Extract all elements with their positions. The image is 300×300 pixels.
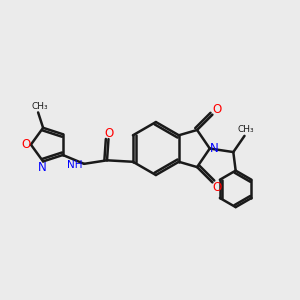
Text: NH: NH [67, 160, 83, 170]
Text: O: O [212, 103, 222, 116]
Text: CH₃: CH₃ [238, 125, 254, 134]
Text: O: O [212, 181, 222, 194]
Text: N: N [38, 161, 47, 174]
Text: O: O [21, 138, 30, 151]
Text: CH₃: CH₃ [31, 102, 48, 111]
Text: N: N [210, 142, 218, 155]
Text: O: O [104, 127, 113, 140]
